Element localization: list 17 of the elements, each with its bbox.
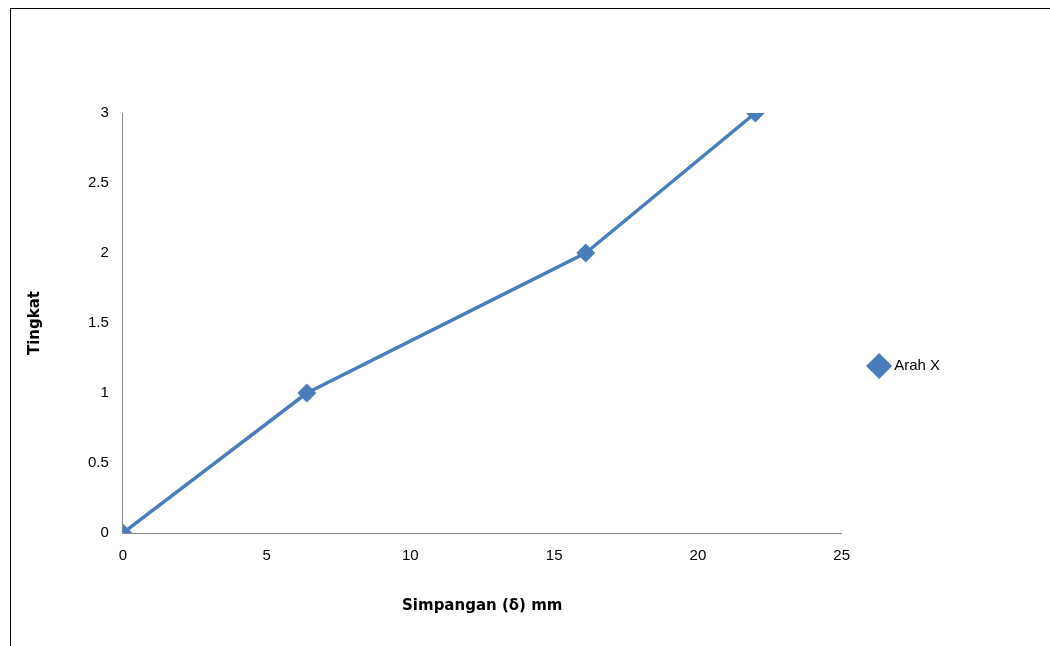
x-tick-label: 5 (262, 546, 271, 564)
y-tick-label: 1.5 (87, 313, 109, 331)
y-tick-label: 2.5 (87, 173, 109, 191)
x-tick-label: 20 (689, 546, 707, 564)
y-axis-title: Tingkat (24, 290, 43, 356)
y-tick-label: 1 (100, 383, 109, 401)
y-tick-label: 2 (100, 243, 109, 261)
x-tick-label: 25 (833, 546, 850, 564)
x-tick-label: 15 (545, 546, 563, 564)
y-tick-label: 0 (100, 523, 109, 541)
x-axis-title: Simpangan (δ) mm (402, 595, 563, 614)
point (577, 244, 595, 262)
legend-label: Arah X (894, 356, 940, 374)
x-tick-label: 0 (118, 546, 128, 564)
x-tick-label: 10 (402, 546, 419, 564)
y-tick-label: 0.5 (87, 453, 109, 471)
y-tick-label: 3 (100, 103, 109, 121)
